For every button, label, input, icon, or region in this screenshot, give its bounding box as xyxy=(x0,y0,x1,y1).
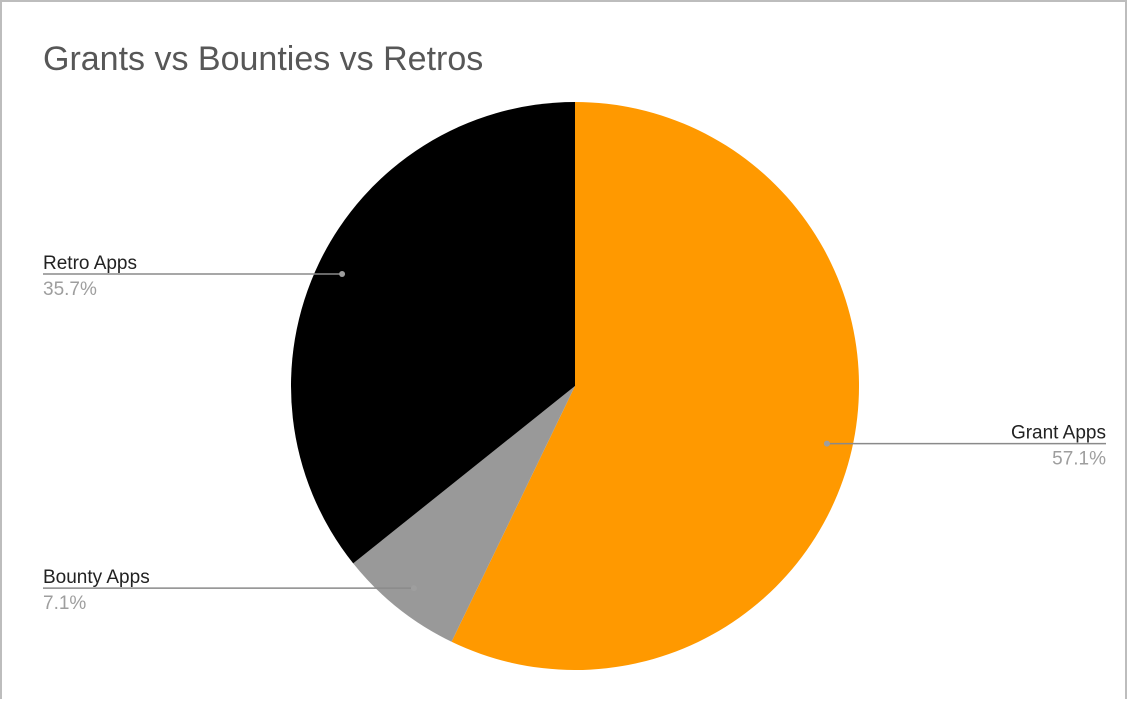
pie-slice-grant-apps[interactable] xyxy=(451,102,860,670)
leader-dot-grant-apps xyxy=(823,440,830,447)
slice-label-retro-apps: Retro Apps xyxy=(43,253,137,274)
leader-dot-retro-apps xyxy=(339,271,346,278)
slice-percent-grant-apps: 57.1% xyxy=(1052,449,1106,470)
slice-percent-retro-apps: 35.7% xyxy=(43,279,97,300)
pie-slice-retro-apps[interactable] xyxy=(291,102,575,564)
chart-title: Grants vs Bounties vs Retros xyxy=(43,40,484,78)
slice-label-grant-apps: Grant Apps xyxy=(1011,423,1106,444)
slice-label-bounty-apps: Bounty Apps xyxy=(43,567,150,588)
leader-dot-bounty-apps xyxy=(410,585,417,592)
slice-percent-bounty-apps: 7.1% xyxy=(43,593,86,614)
pie-slice-bounty-apps[interactable] xyxy=(353,386,575,642)
